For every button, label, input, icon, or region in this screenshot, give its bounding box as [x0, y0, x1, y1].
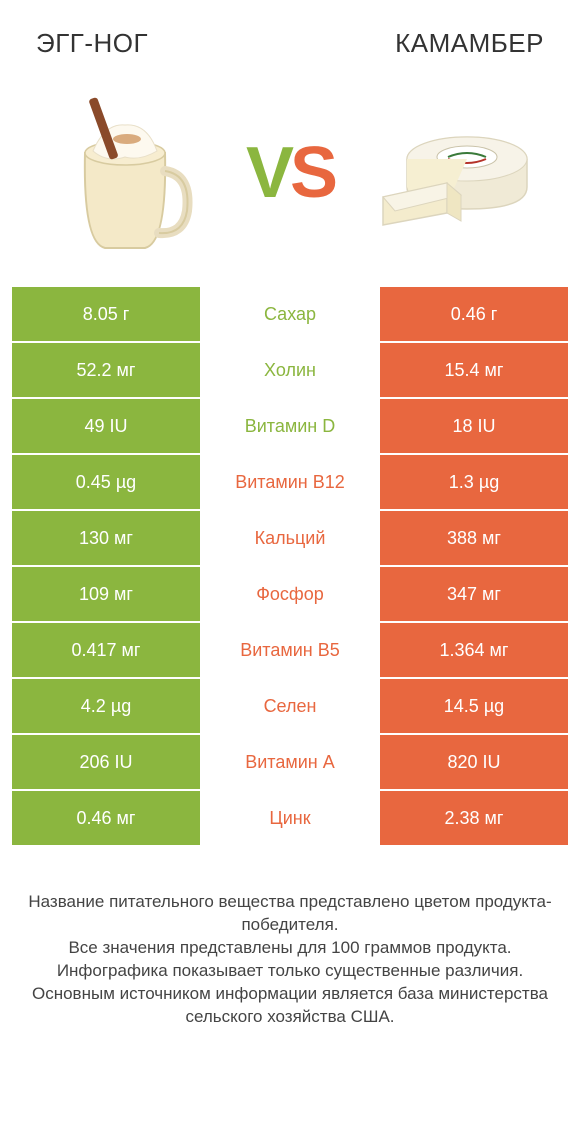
table-row: 0.417 мгВитамин B51.364 мг	[12, 621, 568, 677]
cell-nutrient-name: Витамин B5	[202, 623, 378, 677]
table-row: 109 мгФосфор347 мг	[12, 565, 568, 621]
cell-right-value: 18 IU	[378, 399, 568, 453]
cell-nutrient-name: Кальций	[202, 511, 378, 565]
cell-nutrient-name: Витамин A	[202, 735, 378, 789]
table-row: 130 мгКальций388 мг	[12, 509, 568, 565]
title-left: ЭГГ-НОГ	[36, 28, 148, 59]
comparison-table: 8.05 гСахар0.46 г52.2 мгХолин15.4 мг49 I…	[0, 285, 580, 845]
table-row: 52.2 мгХолин15.4 мг	[12, 341, 568, 397]
cell-right-value: 2.38 мг	[378, 791, 568, 845]
cell-left-value: 130 мг	[12, 511, 202, 565]
cell-left-value: 0.45 µg	[12, 455, 202, 509]
cell-left-value: 8.05 г	[12, 287, 202, 341]
cell-nutrient-name: Холин	[202, 343, 378, 397]
vs-v: V	[246, 133, 290, 213]
vs-label: VS	[246, 132, 334, 214]
cell-left-value: 109 мг	[12, 567, 202, 621]
footer-line: Все значения представлены для 100 граммо…	[28, 937, 552, 960]
table-row: 4.2 µgСелен14.5 µg	[12, 677, 568, 733]
hero: VS	[0, 75, 580, 285]
header: ЭГГ-НОГ КАМАМБЕР	[0, 0, 580, 75]
cell-right-value: 14.5 µg	[378, 679, 568, 733]
cell-left-value: 52.2 мг	[12, 343, 202, 397]
cell-right-value: 388 мг	[378, 511, 568, 565]
cell-right-value: 0.46 г	[378, 287, 568, 341]
eggnog-image	[40, 88, 210, 258]
cell-left-value: 0.46 мг	[12, 791, 202, 845]
cell-nutrient-name: Витамин B12	[202, 455, 378, 509]
title-right: КАМАМБЕР	[395, 28, 544, 59]
cell-nutrient-name: Цинк	[202, 791, 378, 845]
cell-nutrient-name: Фосфор	[202, 567, 378, 621]
footer-line: Основным источником информации является …	[28, 983, 552, 1029]
cell-right-value: 1.364 мг	[378, 623, 568, 677]
cell-nutrient-name: Селен	[202, 679, 378, 733]
cell-nutrient-name: Сахар	[202, 287, 378, 341]
cell-left-value: 4.2 µg	[12, 679, 202, 733]
vs-s: S	[290, 133, 334, 213]
cell-right-value: 1.3 µg	[378, 455, 568, 509]
footer-line: Название питательного вещества представл…	[28, 891, 552, 937]
footer-line: Инфографика показывает только существенн…	[28, 960, 552, 983]
cell-right-value: 347 мг	[378, 567, 568, 621]
camembert-image	[370, 88, 540, 258]
cell-right-value: 820 IU	[378, 735, 568, 789]
cell-left-value: 206 IU	[12, 735, 202, 789]
cell-left-value: 49 IU	[12, 399, 202, 453]
table-row: 0.45 µgВитамин B121.3 µg	[12, 453, 568, 509]
footer-note: Название питательного вещества представл…	[0, 845, 580, 1049]
cell-left-value: 0.417 мг	[12, 623, 202, 677]
cell-right-value: 15.4 мг	[378, 343, 568, 397]
table-row: 8.05 гСахар0.46 г	[12, 285, 568, 341]
cell-nutrient-name: Витамин D	[202, 399, 378, 453]
table-row: 49 IUВитамин D18 IU	[12, 397, 568, 453]
table-row: 0.46 мгЦинк2.38 мг	[12, 789, 568, 845]
table-row: 206 IUВитамин A820 IU	[12, 733, 568, 789]
